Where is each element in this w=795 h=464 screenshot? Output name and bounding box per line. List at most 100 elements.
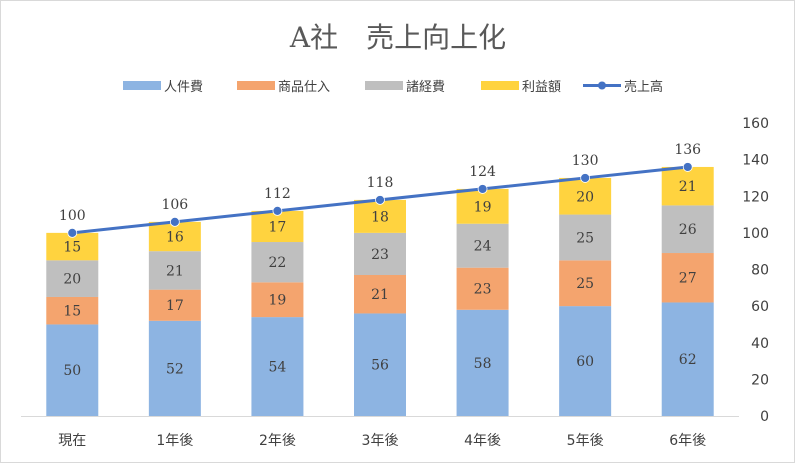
bar-segment (661, 253, 714, 303)
x-tick-label: 5年後 (567, 433, 604, 449)
bar-value-label: 54 (269, 360, 287, 376)
legend-swatch (481, 81, 519, 90)
line-group: 100 106 112 118 124 130 136 (59, 142, 701, 238)
bar-value-label: 23 (371, 247, 389, 263)
bar-value-label: 19 (474, 199, 492, 215)
y-tick-label: 140 (742, 153, 769, 169)
bar-value-label: 15 (63, 304, 81, 320)
bar-value-label: 60 (576, 354, 594, 370)
bar-segment (354, 232, 406, 275)
bar-segment (456, 267, 509, 310)
bar-value-label: 21 (166, 263, 184, 279)
legend-label: 利益額 (522, 80, 561, 95)
line-point (375, 195, 385, 205)
bar-value-label: 26 (679, 222, 697, 238)
y-tick-label: 100 (742, 226, 769, 242)
bar-segment (354, 199, 406, 233)
line-point (682, 162, 693, 172)
bar-segment (661, 205, 714, 254)
legend-label: 諸経費 (406, 79, 445, 95)
bar-value-label: 25 (576, 230, 594, 246)
bar-segment (251, 210, 304, 243)
bar-segment (559, 177, 612, 215)
bar-value-label: 20 (63, 272, 81, 288)
bar-value-label: 27 (679, 271, 697, 287)
bar-value-label: 52 (166, 361, 184, 377)
line-point (477, 184, 488, 194)
bar-segment (148, 251, 201, 290)
bar-segment (354, 313, 406, 416)
line-value-label: 100 (59, 208, 86, 224)
legend-swatch (123, 81, 161, 90)
bar-segment (148, 289, 201, 321)
bar-value-label: 18 (371, 209, 389, 225)
bar-value-label: 25 (576, 276, 594, 292)
line-value-label: 112 (264, 186, 291, 202)
line-value-label: 136 (674, 142, 701, 158)
x-tick-label: 2年後 (259, 433, 296, 449)
bar-segment (661, 166, 714, 206)
bar-segment (251, 317, 304, 416)
bar-value-label: 16 (166, 230, 184, 246)
y-axis: 0 20 40 60 80 100 120 140 160 (742, 116, 769, 425)
bar-value-label: 24 (474, 239, 492, 255)
y-tick-label: 20 (751, 372, 769, 388)
y-tick-label: 160 (742, 116, 769, 132)
line-point (169, 216, 180, 227)
bar-value-label: 19 (269, 293, 287, 309)
line-value-label: 118 (367, 175, 394, 191)
bar-segment (456, 309, 509, 416)
bar-segment (354, 274, 406, 314)
bar-value-label: 15 (63, 240, 81, 256)
x-tick-label: 4年後 (464, 433, 501, 449)
bar-segment (559, 306, 612, 416)
y-tick-label: 40 (751, 336, 769, 352)
x-tick-label: 1年後 (156, 433, 193, 449)
bar-value-label: 50 (63, 363, 81, 379)
bar-segment (456, 223, 509, 268)
y-tick-label: 80 (751, 263, 769, 279)
legend-label: 人件費 (164, 80, 203, 95)
bar-segment (661, 302, 714, 416)
bar-value-label: 20 (576, 189, 594, 205)
bar-value-label: 21 (679, 179, 697, 195)
line-point (67, 227, 78, 238)
bar-segment (46, 260, 99, 297)
bar-segment (46, 324, 99, 416)
x-tick-label: 3年後 (362, 433, 399, 449)
legend: 人件費 商品仕入 諸経費 利益額 売上高 (123, 79, 663, 95)
legend-swatch (237, 81, 275, 90)
legend-label: 売上高 (624, 79, 663, 95)
line-point (580, 173, 591, 183)
line-value-label: 106 (161, 197, 188, 213)
y-tick-label: 120 (742, 189, 769, 205)
bar-value-label: 22 (269, 255, 287, 271)
x-tick-label: 現在 (58, 433, 86, 449)
chart-title: A社 売上向上化 (289, 21, 506, 54)
bar-segment (559, 260, 612, 307)
line-point (272, 205, 283, 216)
bar-segment (456, 188, 509, 224)
y-tick-label: 60 (751, 299, 769, 315)
bar-value-label: 21 (371, 287, 389, 303)
bar-value-label: 23 (474, 282, 492, 298)
line-value-label: 124 (469, 164, 496, 180)
bar-segment (251, 282, 304, 318)
bar-segment (148, 320, 201, 416)
bar-segment (251, 242, 304, 283)
bar-segment (46, 296, 99, 325)
bar-value-label: 17 (166, 298, 184, 314)
legend-label: 商品仕入 (278, 80, 330, 95)
legend-swatch (365, 81, 403, 90)
legend-swatch-marker (598, 81, 606, 90)
bar-value-label: 56 (371, 358, 389, 374)
bar-value-label: 58 (474, 356, 492, 372)
bars-group: 50 15 20 15 52 17 21 16 54 19 22 17 56 21 23 18 58 23 24 19… (46, 166, 714, 416)
line-value-label: 130 (572, 153, 599, 169)
bar-value-label: 17 (269, 219, 287, 235)
x-tick-label: 6年後 (669, 433, 706, 449)
bar-value-label: 62 (679, 352, 697, 368)
x-axis: 現在 1年後 2年後 3年後 4年後 5年後 6年後 (21, 416, 739, 449)
